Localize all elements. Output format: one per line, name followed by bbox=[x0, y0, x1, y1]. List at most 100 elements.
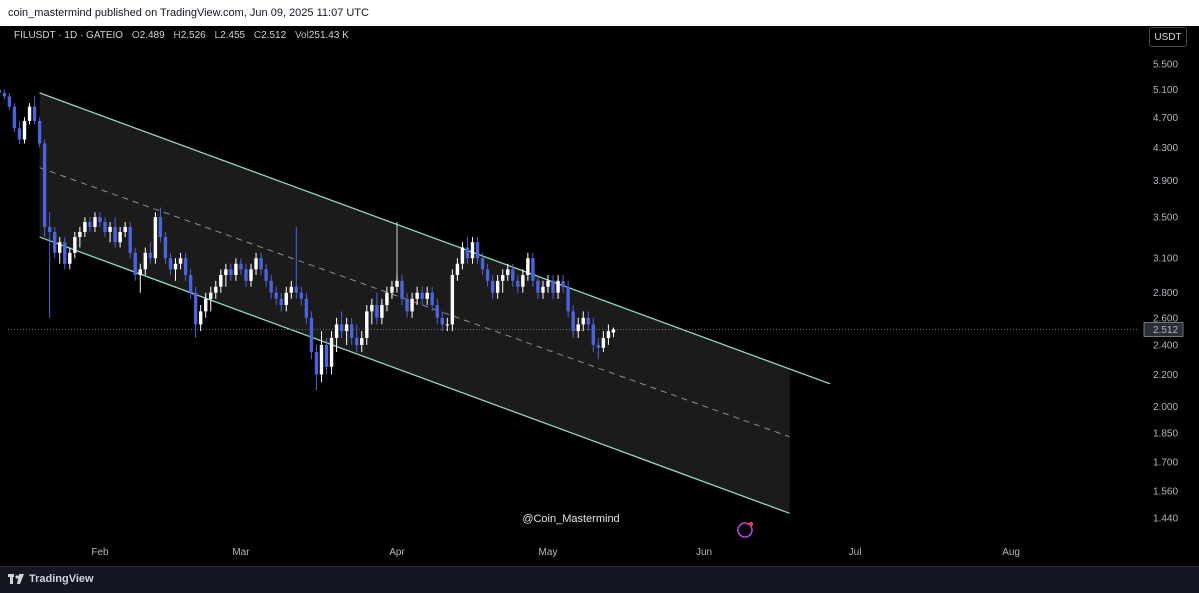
y-tick-label: 2.200 bbox=[1153, 370, 1178, 381]
candle bbox=[334, 324, 339, 338]
candle bbox=[531, 258, 535, 281]
candle bbox=[349, 324, 354, 338]
candle bbox=[27, 106, 32, 121]
candle bbox=[198, 311, 203, 325]
open-value: 2.489 bbox=[139, 30, 165, 41]
candle bbox=[188, 275, 193, 293]
candle bbox=[576, 324, 580, 332]
candle bbox=[193, 292, 198, 325]
y-tick-label: 4.700 bbox=[1153, 113, 1178, 124]
candle bbox=[32, 106, 37, 121]
candle bbox=[365, 311, 369, 338]
x-tick-label: Apr bbox=[389, 547, 405, 558]
candle bbox=[526, 258, 530, 276]
candle bbox=[375, 305, 379, 318]
replay-icon-badge bbox=[748, 521, 754, 527]
candle bbox=[415, 292, 419, 299]
y-tick-label: 1.440 bbox=[1153, 514, 1178, 525]
candle bbox=[173, 263, 178, 270]
candle bbox=[339, 324, 344, 332]
candle bbox=[294, 286, 299, 293]
footer-bar: TradingView bbox=[0, 566, 1199, 593]
candle bbox=[264, 269, 268, 281]
candle bbox=[410, 298, 414, 312]
candle bbox=[470, 242, 475, 259]
price-chart[interactable]: @Coin_Mastermind 5.500 5.100 4.700 4.300 3.90… bbox=[0, 26, 1199, 566]
y-tick-label: 3.900 bbox=[1153, 176, 1178, 187]
candle bbox=[516, 280, 520, 287]
candle bbox=[158, 217, 163, 238]
candle bbox=[73, 237, 77, 253]
candle bbox=[405, 298, 409, 312]
candle bbox=[435, 305, 439, 318]
candle bbox=[68, 252, 72, 264]
candle bbox=[601, 337, 606, 348]
candle bbox=[269, 280, 273, 293]
tradingview-logo-icon bbox=[8, 574, 24, 584]
y-tick-label: 3.100 bbox=[1153, 254, 1178, 265]
candle bbox=[395, 280, 399, 287]
candle bbox=[385, 292, 389, 306]
candle bbox=[551, 280, 555, 293]
published-by-text: coin_mastermind published on TradingView… bbox=[8, 7, 369, 19]
candle bbox=[244, 269, 248, 281]
candle bbox=[37, 120, 42, 144]
y-tick-label: 5.100 bbox=[1153, 85, 1178, 96]
candle bbox=[98, 217, 102, 222]
channel-lower-line bbox=[39, 236, 790, 514]
candle bbox=[2, 92, 7, 97]
y-tick-label: 4.300 bbox=[1153, 143, 1178, 154]
x-tick-label: Feb bbox=[91, 547, 109, 558]
candle bbox=[314, 352, 319, 375]
candle bbox=[239, 263, 243, 270]
x-tick-label: Mar bbox=[232, 547, 250, 558]
candle bbox=[63, 242, 67, 264]
candle bbox=[289, 286, 293, 293]
candle bbox=[183, 258, 188, 276]
candle bbox=[299, 292, 304, 299]
candle bbox=[546, 280, 550, 287]
candle bbox=[586, 317, 590, 325]
candle bbox=[606, 331, 611, 338]
x-tick-label: Jul bbox=[849, 547, 862, 558]
candle bbox=[78, 231, 82, 238]
tradingview-logo[interactable]: TradingView bbox=[8, 573, 94, 585]
candle bbox=[490, 280, 495, 293]
candle bbox=[52, 231, 57, 253]
candle bbox=[309, 317, 314, 353]
candle bbox=[485, 269, 490, 281]
candle bbox=[556, 280, 560, 293]
x-tick-label: Aug bbox=[1002, 547, 1020, 558]
watermark: @Coin_Mastermind bbox=[522, 513, 619, 525]
candle bbox=[163, 237, 168, 259]
published-by-bar: coin_mastermind published on TradingView… bbox=[0, 0, 1199, 26]
candle bbox=[360, 337, 364, 345]
candle bbox=[455, 263, 460, 276]
candle bbox=[425, 292, 429, 299]
symbol-name[interactable]: FILUSDT · 1D · GATEIO bbox=[14, 30, 124, 41]
close-value: 2.512 bbox=[261, 30, 287, 41]
candle bbox=[254, 258, 258, 270]
candle bbox=[224, 269, 228, 276]
candle bbox=[214, 286, 218, 293]
candle bbox=[581, 317, 585, 325]
y-tick-label: 3.500 bbox=[1153, 213, 1178, 224]
volume-label: Vol bbox=[294, 30, 309, 41]
candle bbox=[596, 344, 601, 348]
y-tick-label: 1.850 bbox=[1153, 429, 1178, 440]
candle bbox=[511, 269, 515, 281]
candle bbox=[521, 275, 525, 287]
candle bbox=[168, 258, 173, 270]
candle bbox=[93, 217, 97, 227]
candle bbox=[42, 143, 47, 227]
y-tick-label: 1.560 bbox=[1153, 486, 1178, 497]
candle bbox=[390, 286, 394, 293]
candle bbox=[495, 280, 500, 293]
candle bbox=[153, 217, 158, 259]
candle bbox=[229, 269, 233, 276]
last-price-label: 2.512 bbox=[1153, 325, 1178, 336]
candle bbox=[355, 337, 359, 345]
candle bbox=[370, 305, 374, 312]
currency-button[interactable]: USDT bbox=[1149, 27, 1187, 47]
candle bbox=[541, 286, 545, 293]
